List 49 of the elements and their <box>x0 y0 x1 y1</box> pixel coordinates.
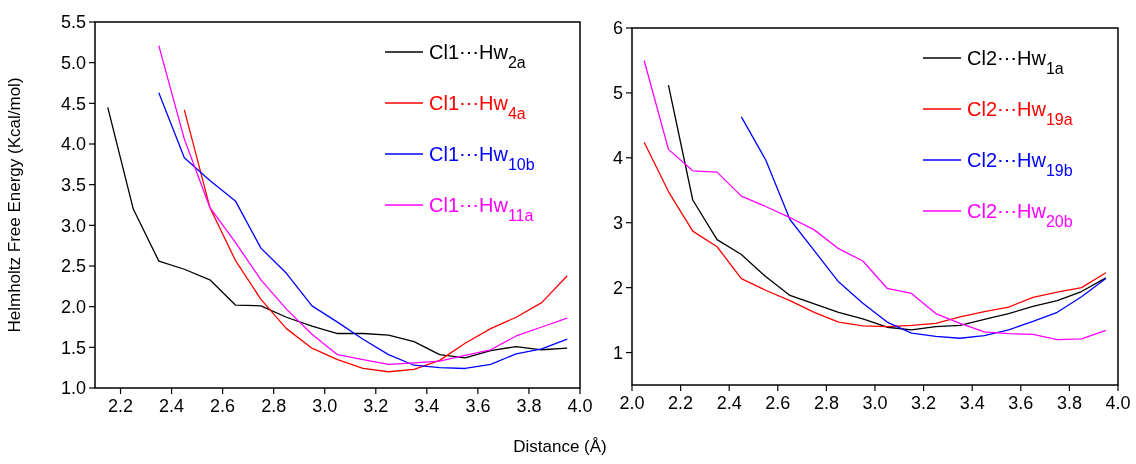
y-tick-label: 4.5 <box>60 93 86 114</box>
legend-label: Cl1⋯Hw$_{2a}$ <box>429 41 526 71</box>
y-tick-label: 4.0 <box>60 134 86 155</box>
x-axis-title: Distance (Å) <box>513 437 607 456</box>
x-tick-label: 4.0 <box>1105 393 1131 413</box>
y-tick-label: 3.5 <box>60 174 86 195</box>
y-tick-label: 2.5 <box>60 256 86 277</box>
legend-label: Cl1⋯Hw$_{11a}$ <box>429 194 534 224</box>
x-tick-label: 3.0 <box>312 396 338 416</box>
x-tick-label: 3.4 <box>414 396 440 416</box>
y-tick-label: 5 <box>612 83 623 104</box>
x-tick-label: 2.4 <box>159 396 185 416</box>
y-tick-label: 5.0 <box>60 52 86 73</box>
y-tick-label: 3.0 <box>60 215 86 236</box>
line-series <box>158 44 568 366</box>
y-tick-label: 3 <box>612 213 623 234</box>
x-tick-label: 3.4 <box>959 393 985 413</box>
y-tick-label: 1.0 <box>60 378 86 399</box>
legend-label: Cl2⋯Hw$_{20b}$ <box>967 200 1073 230</box>
x-tick-label: 3.0 <box>862 393 888 413</box>
x-tick-label: 2.6 <box>210 396 236 416</box>
x-tick-label: 3.8 <box>516 396 542 416</box>
legend-label: Cl2⋯Hw$_{19a}$ <box>967 98 1073 128</box>
y-tick-label: 2 <box>612 277 623 298</box>
x-tick-label: 3.6 <box>1008 393 1034 413</box>
x-tick-label: 2.2 <box>668 393 694 413</box>
x-tick-label: 2.4 <box>716 393 742 413</box>
y-tick-label: 6 <box>612 18 623 39</box>
legend-label: Cl1⋯Hw$_{4a}$ <box>429 92 526 122</box>
x-tick-label: 3.2 <box>363 396 389 416</box>
y-axis-title: Helmholtz Free Energy (Kcal/mol) <box>5 77 24 333</box>
y-tick-label: 4 <box>612 148 623 169</box>
legend-label: Cl2⋯Hw$_{1a}$ <box>967 47 1064 77</box>
x-tick-label: 3.2 <box>911 393 937 413</box>
y-tick-label: 2.0 <box>60 296 86 317</box>
line-series <box>667 84 1107 331</box>
x-tick-label: 3.6 <box>465 396 491 416</box>
legend-label: Cl1⋯Hw$_{10b}$ <box>429 143 535 173</box>
x-tick-label: 2.8 <box>261 396 287 416</box>
x-tick-label: 4.0 <box>567 396 593 416</box>
x-tick-label: 2.8 <box>813 393 839 413</box>
x-tick-label: 2.6 <box>765 393 791 413</box>
legend-label: Cl2⋯Hw$_{19b}$ <box>967 149 1073 179</box>
x-tick-label: 2.2 <box>108 396 134 416</box>
y-tick-label: 1.5 <box>60 337 86 358</box>
x-tick-label: 3.8 <box>1056 393 1082 413</box>
y-tick-label: 5.5 <box>60 12 86 33</box>
line-series <box>643 141 1107 328</box>
y-tick-label: 1 <box>612 342 623 363</box>
